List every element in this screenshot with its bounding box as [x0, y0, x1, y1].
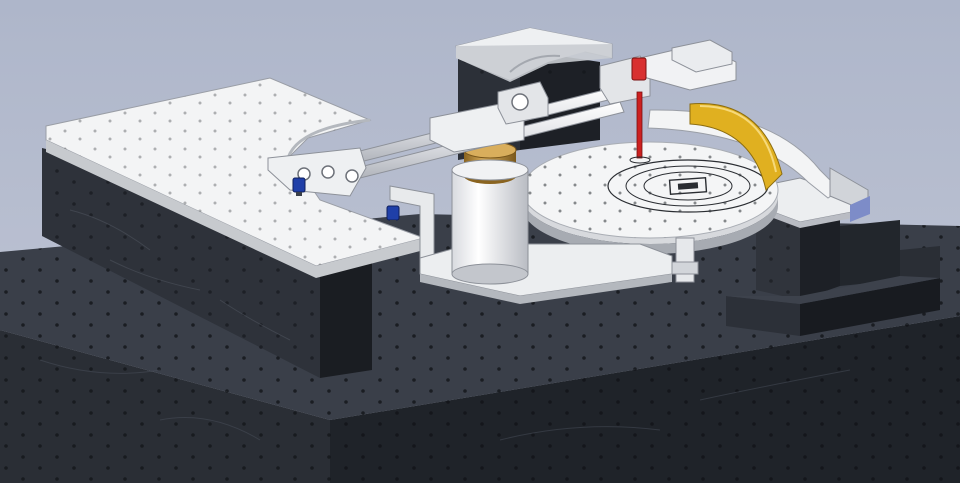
gold-arc-scale [689, 103, 783, 191]
leveling-knob-left [292, 177, 306, 196]
left-top-plate [45, 77, 426, 278]
leveling-knobs [292, 177, 400, 224]
rear-top-plate [455, 27, 613, 82]
granite-base [0, 214, 960, 483]
cylindrical-column [451, 141, 529, 285]
rotary-turntable [521, 141, 779, 254]
red-probe [629, 57, 651, 164]
left-support-block [42, 148, 372, 378]
probe-post [671, 237, 699, 283]
leveling-knob-right [386, 205, 400, 224]
right-support-block [726, 200, 940, 336]
